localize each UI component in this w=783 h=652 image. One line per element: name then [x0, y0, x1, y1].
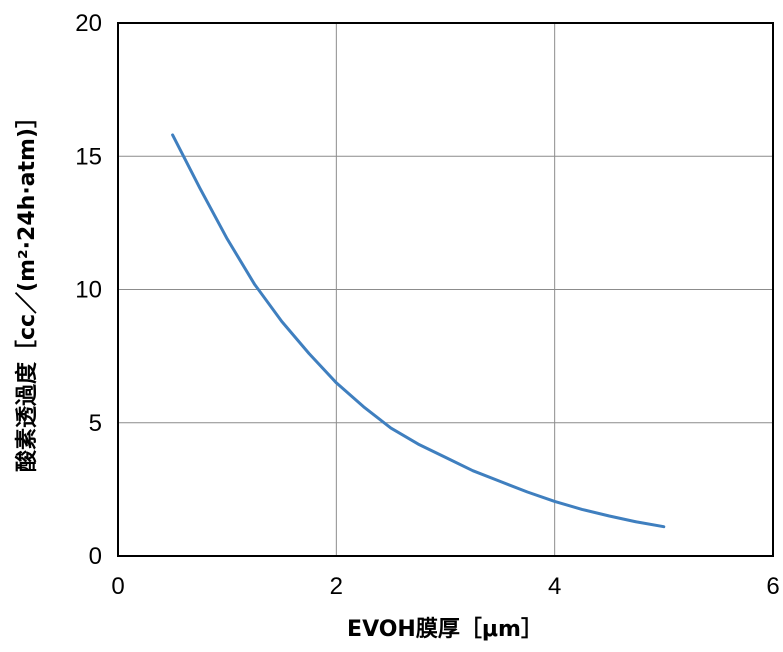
y-tick-label: 5: [89, 410, 102, 437]
grid-lines: [118, 23, 773, 556]
series-layer: [171, 133, 666, 529]
y-tick-label: 0: [89, 543, 102, 570]
plot-area-border: [117, 22, 774, 557]
y-tick-label: 20: [75, 10, 102, 37]
x-axis-label: EVOH膜厚［μm］: [347, 616, 543, 642]
x-tick-label: 6: [766, 573, 779, 600]
x-tick-label: 0: [111, 573, 124, 600]
x-tick-label: 4: [548, 573, 561, 600]
y-tick-label: 10: [75, 277, 102, 304]
y-axis-label: 酸素透過度［cc／(m²·24h·atm)］: [14, 106, 40, 472]
series-line: [171, 133, 666, 529]
x-tick-label: 2: [330, 573, 343, 600]
tick-labels: 0 2 4 6 0 5 10 15 20: [75, 10, 779, 600]
y-tick-label: 15: [75, 143, 102, 170]
